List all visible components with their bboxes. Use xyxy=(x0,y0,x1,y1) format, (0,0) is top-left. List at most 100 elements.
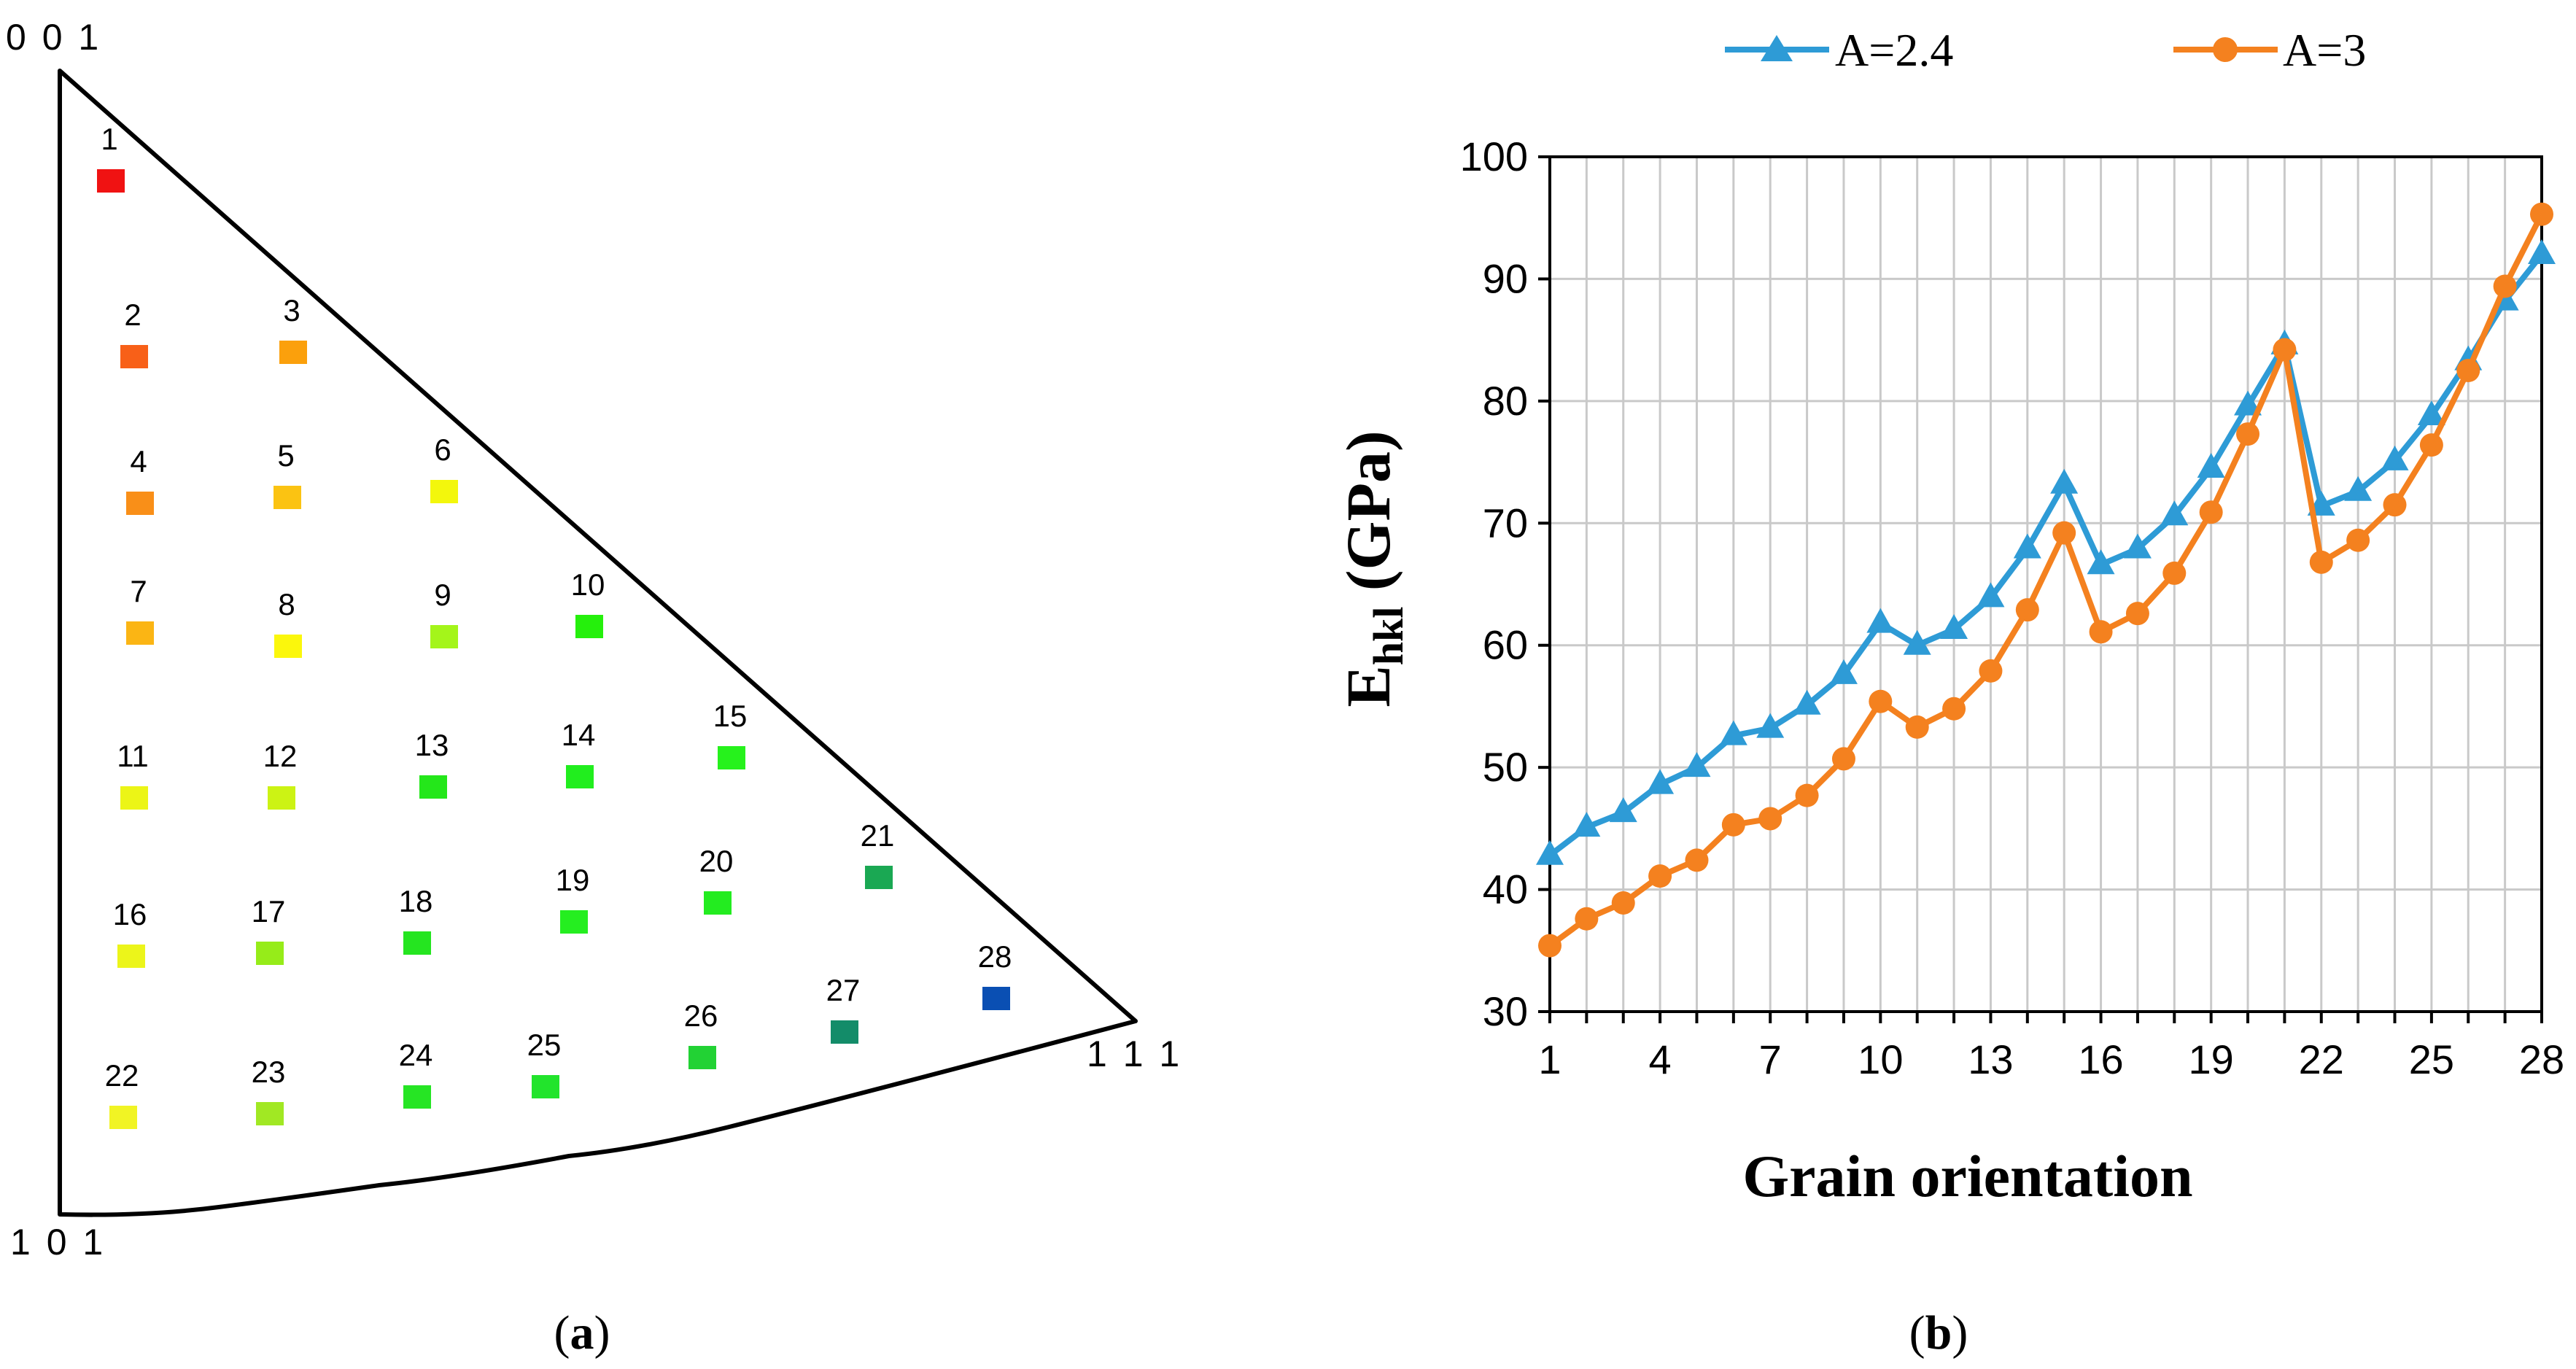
grain-marker-23 xyxy=(256,1102,284,1125)
grain-label-12: 12 xyxy=(263,739,298,773)
y-tick-label-70: 70 xyxy=(1483,500,1528,546)
grain-label-22: 22 xyxy=(105,1058,139,1093)
x-tick-label-19: 19 xyxy=(2189,1036,2234,1082)
point-a3-7 xyxy=(1758,807,1782,831)
grain-marker-4 xyxy=(126,492,154,515)
x-tick-label-7: 7 xyxy=(1759,1036,1782,1082)
point-a24-12 xyxy=(1940,613,1968,639)
y-tick-label-40: 40 xyxy=(1483,866,1528,912)
grain-marker-12 xyxy=(268,786,295,810)
x-tick-label-28: 28 xyxy=(2519,1036,2564,1082)
series-a24 xyxy=(1536,238,2556,865)
caption-b-open: ( xyxy=(1909,1306,1925,1360)
grain-marker-14 xyxy=(566,765,594,788)
grain-label-2: 2 xyxy=(124,298,141,332)
series-lines xyxy=(1536,202,2556,958)
grain-label-11: 11 xyxy=(117,739,149,773)
grain-label-23: 23 xyxy=(252,1055,286,1089)
grain-marker-24 xyxy=(403,1085,431,1109)
point-a24-10 xyxy=(1866,608,1895,633)
chart-legend: A=2.4 A=3 xyxy=(1725,24,2366,76)
corner-label-001: 0 0 1 xyxy=(6,17,101,58)
point-a24-20 xyxy=(2234,390,2262,416)
grid-lines xyxy=(1548,155,2543,1013)
point-a3-17 xyxy=(2125,602,2149,626)
point-a3-8 xyxy=(1795,783,1819,807)
grain-label-6: 6 xyxy=(434,433,451,467)
y-axis-title-unit: (GPa) xyxy=(1333,430,1403,606)
grain-label-24: 24 xyxy=(399,1038,433,1072)
y-axis-title-subscript: hkl xyxy=(1365,607,1412,666)
caption-a: (a) xyxy=(554,1306,610,1360)
x-tick-label-10: 10 xyxy=(1858,1036,1903,1082)
grain-marker-6 xyxy=(430,480,458,503)
point-a24-13 xyxy=(1976,582,2005,608)
point-a3-12 xyxy=(1942,697,1966,721)
grain-label-28: 28 xyxy=(978,939,1012,974)
point-a3-28 xyxy=(2530,202,2553,226)
grain-marker-13 xyxy=(419,775,447,799)
grain-label-8: 8 xyxy=(278,587,295,621)
grain-marker-26 xyxy=(688,1046,716,1069)
point-a3-21 xyxy=(2273,338,2297,362)
point-a24-18 xyxy=(2160,500,2189,526)
grain-marker-3 xyxy=(279,341,307,364)
legend-item-a3: A=3 xyxy=(2173,24,2366,76)
caption-a-close: ) xyxy=(594,1306,610,1360)
caption-a-letter: a xyxy=(570,1306,594,1360)
legend-triangle-marker xyxy=(1761,35,1793,61)
point-a24-23 xyxy=(2344,476,2373,501)
point-a24-9 xyxy=(1829,659,1858,684)
point-a3-16 xyxy=(2089,620,2113,644)
point-a3-3 xyxy=(1611,891,1635,915)
point-a24-15 xyxy=(2050,468,2079,494)
series-line-a24 xyxy=(1548,252,2545,858)
point-a3-24 xyxy=(2383,493,2407,517)
grain-marker-16 xyxy=(117,945,145,968)
point-a3-14 xyxy=(2015,598,2039,622)
point-a3-9 xyxy=(1831,747,1855,771)
ipf-triangle-outline xyxy=(58,69,1138,1217)
grain-label-15: 15 xyxy=(713,699,748,733)
grain-marker-18 xyxy=(403,931,431,955)
grain-marker-2 xyxy=(120,345,148,368)
grain-marker-1 xyxy=(97,169,125,193)
grain-label-18: 18 xyxy=(399,884,433,918)
grain-marker-15 xyxy=(718,746,745,769)
grain-label-20: 20 xyxy=(699,844,734,878)
y-tick-label-50: 50 xyxy=(1483,744,1528,790)
point-a24-25 xyxy=(2417,400,2445,425)
grain-label-21: 21 xyxy=(861,818,895,853)
point-a24-19 xyxy=(2197,452,2225,478)
grain-marker-22 xyxy=(109,1106,137,1129)
grain-label-4: 4 xyxy=(130,444,147,478)
grain-label-16: 16 xyxy=(113,897,147,931)
grain-label-25: 25 xyxy=(527,1028,562,1062)
corner-label-111: 1 1 1 xyxy=(1087,1033,1182,1074)
point-a24-1 xyxy=(1536,839,1564,865)
grain-label-3: 3 xyxy=(283,293,300,327)
point-a3-15 xyxy=(2052,521,2076,545)
plot-area-frame xyxy=(1548,155,2543,1013)
legend-circle-marker xyxy=(2213,37,2238,62)
grain-label-5: 5 xyxy=(277,438,294,473)
point-a3-19 xyxy=(2199,500,2223,524)
grain-marker-11 xyxy=(120,786,148,810)
y-axis-title: Ehkl (GPa) xyxy=(1333,430,1412,707)
grain-label-14: 14 xyxy=(562,718,596,752)
point-a24-6 xyxy=(1719,720,1747,745)
point-a24-11 xyxy=(1903,629,1931,655)
x-tick-label-13: 13 xyxy=(1968,1036,2013,1082)
point-a24-7 xyxy=(1756,713,1785,738)
point-a3-2 xyxy=(1575,907,1599,931)
caption-b: (b) xyxy=(1909,1306,1968,1360)
point-a3-5 xyxy=(1685,848,1709,872)
x-axis-title: Grain orientation xyxy=(1742,1143,2192,1209)
point-a3-18 xyxy=(2162,561,2187,585)
series-a3 xyxy=(1538,202,2553,958)
caption-b-letter: b xyxy=(1925,1306,1952,1360)
point-a3-22 xyxy=(2309,550,2333,574)
grain-marker-17 xyxy=(256,942,284,965)
grain-label-19: 19 xyxy=(556,863,590,897)
